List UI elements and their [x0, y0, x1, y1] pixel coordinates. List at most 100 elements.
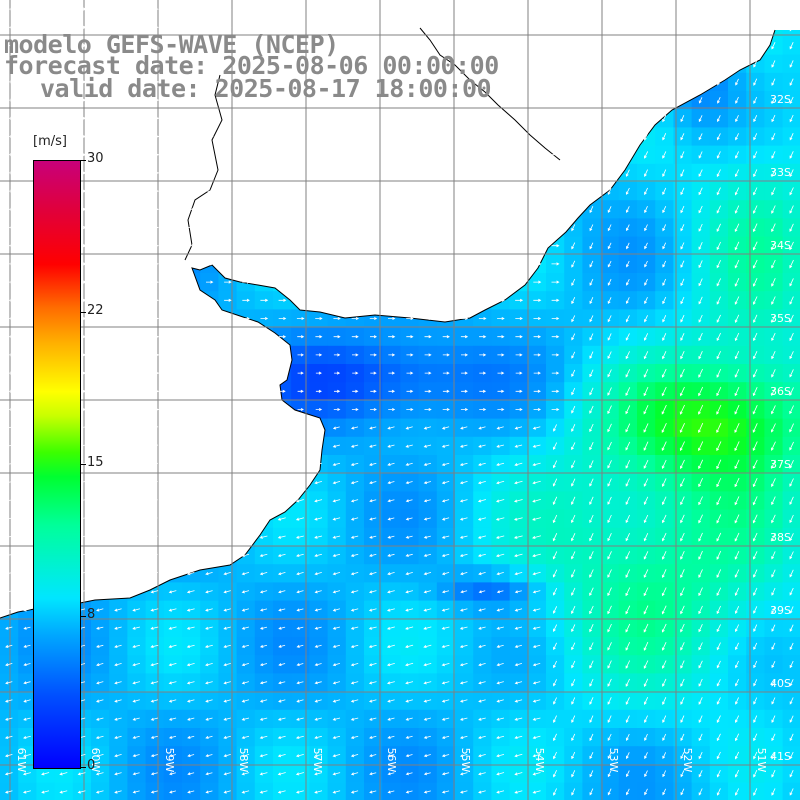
wind-arrow: [607, 42, 612, 50]
wind-arrow: [662, 788, 667, 796]
wind-arrow: [332, 772, 341, 776]
wind-arrow: [771, 478, 776, 488]
wind-arrow: [295, 535, 304, 539]
wind-arrow: [114, 98, 123, 102]
wind-arrow: [753, 642, 758, 651]
wind-arrow: [589, 96, 594, 104]
wind-arrow: [23, 244, 32, 248]
wind-arrow: [315, 171, 323, 175]
wind-arrow: [351, 43, 360, 48]
wind-arrow: [644, 224, 648, 232]
wind-arrow: [771, 624, 776, 632]
wind-arrow: [497, 335, 505, 339]
wind-arrow: [496, 681, 504, 685]
wind-arrow: [589, 660, 594, 669]
wind-arrow: [96, 298, 105, 302]
wind-arrow: [132, 134, 141, 139]
wind-arrow: [169, 316, 178, 321]
wind-arrow: [388, 316, 396, 321]
wind-arrow: [333, 316, 341, 321]
wind-arrow: [424, 225, 432, 230]
wind-arrow: [205, 681, 213, 685]
wind-arrow: [680, 115, 685, 123]
wind-arrow: [571, 697, 576, 705]
wind-arrow: [96, 681, 104, 685]
wind-arrow: [607, 60, 612, 68]
wind-arrow: [698, 569, 703, 578]
wind-arrow: [460, 7, 469, 11]
wind-arrow: [680, 623, 685, 633]
wind-arrow: [716, 514, 722, 524]
wind-arrow: [789, 169, 794, 178]
wind-arrow: [132, 517, 140, 521]
wind-arrow: [151, 7, 159, 11]
wind-arrow: [734, 441, 740, 452]
wind-arrow: [479, 98, 487, 102]
wind-arrow: [459, 535, 468, 539]
wind-arrow: [241, 717, 250, 721]
wind-arrow: [315, 80, 323, 84]
wind-arrow: [497, 134, 505, 139]
wind-arrow: [532, 663, 541, 667]
wind-arrow: [260, 98, 268, 102]
wind-arrow: [132, 699, 140, 703]
wind-arrow: [369, 772, 377, 776]
wind-arrow: [625, 533, 630, 542]
wind-arrow: [333, 80, 341, 84]
wind-arrow: [242, 244, 251, 248]
wind-arrow: [114, 134, 123, 139]
wind-arrow: [495, 553, 505, 558]
wind-arrow: [551, 207, 560, 211]
wind-arrow: [571, 297, 576, 305]
wind-arrow: [680, 697, 685, 705]
wind-arrow: [259, 699, 268, 703]
wind-arrow: [133, 262, 141, 266]
wind-arrow: [259, 572, 268, 576]
wind-arrow: [241, 444, 250, 448]
wind-arrow: [314, 608, 322, 612]
wind-arrow: [114, 481, 122, 485]
wind-arrow: [497, 62, 505, 66]
wind-arrow: [459, 608, 468, 612]
wind-arrow: [133, 316, 141, 321]
wind-arrow: [206, 207, 214, 211]
wind-arrow: [716, 788, 721, 796]
wind-arrow: [187, 772, 195, 776]
wind-arrow: [5, 663, 13, 667]
wind-arrow: [242, 153, 250, 157]
wind-arrow: [514, 663, 523, 667]
wind-arrow: [5, 153, 14, 157]
wind-arrow: [151, 280, 159, 284]
wind-arrow: [460, 134, 469, 139]
wind-arrow: [278, 699, 286, 703]
wind-arrow: [441, 590, 450, 594]
wind-arrow: [589, 587, 594, 597]
wind-arrow: [387, 499, 395, 503]
wind-arrow: [352, 371, 359, 375]
wind-arrow: [553, 770, 557, 778]
wind-arrow: [607, 496, 612, 505]
wind-arrow: [698, 660, 703, 669]
longitude-label: 61W: [15, 748, 28, 773]
wind-arrow: [514, 462, 523, 467]
wind-arrow: [607, 278, 612, 286]
wind-arrow: [514, 717, 523, 721]
wind-arrow: [716, 697, 721, 705]
wind-arrow: [168, 644, 177, 648]
wind-arrow: [478, 280, 487, 284]
wind-arrow: [734, 296, 740, 305]
wind-arrow: [151, 116, 160, 120]
wind-arrow: [297, 98, 305, 102]
wind-arrow: [241, 517, 250, 521]
wind-arrow: [241, 590, 250, 594]
wind-arrow: [315, 207, 323, 211]
wind-arrow: [752, 441, 758, 452]
wind-arrow: [260, 316, 269, 321]
wind-arrow: [698, 133, 703, 141]
wind-arrow: [151, 335, 160, 339]
wind-arrow: [643, 333, 649, 341]
wind-arrow: [589, 642, 594, 651]
wind-arrow: [698, 205, 703, 214]
wind-arrow: [424, 244, 432, 248]
